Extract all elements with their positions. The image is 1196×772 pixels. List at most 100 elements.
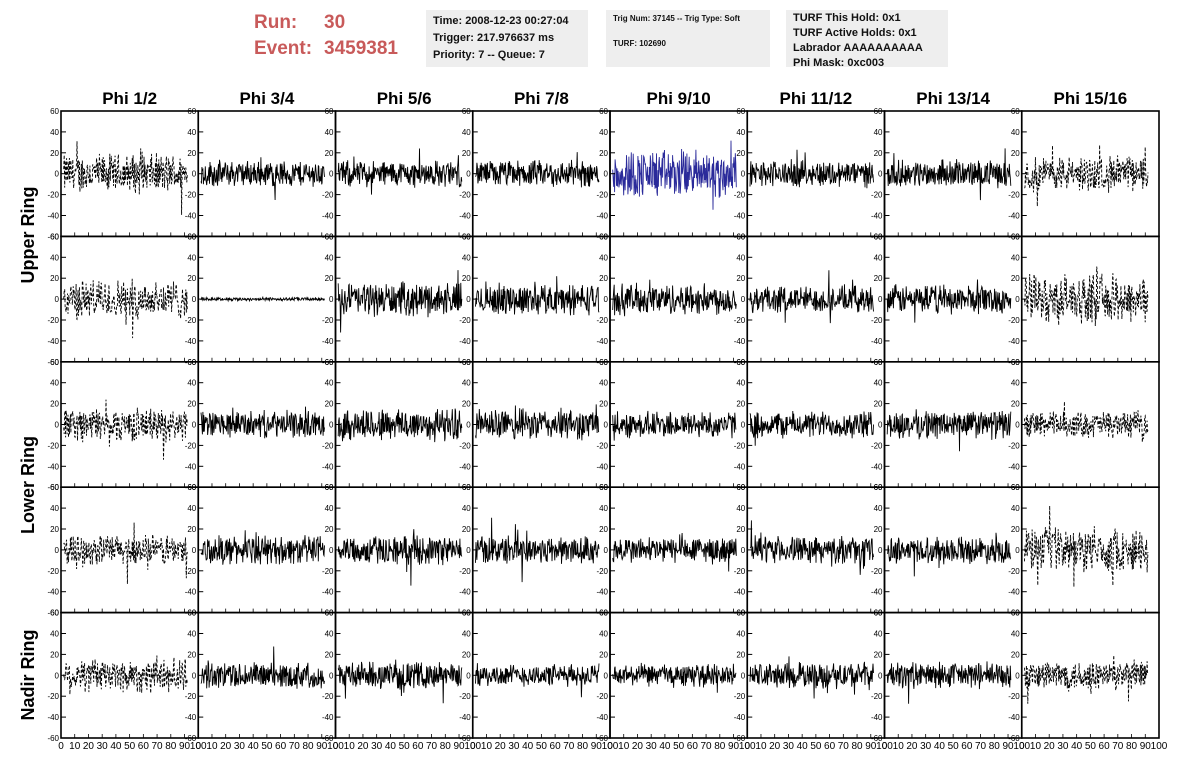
y-tick-label: 0 — [878, 671, 883, 680]
waveform-trace — [1024, 655, 1149, 704]
y-tick-label: 20 — [325, 525, 334, 534]
x-tick-label: 0 — [195, 741, 201, 752]
run-event-box: Run: 30 Event: 3459381 — [254, 10, 419, 66]
x-tick-label: 70 — [975, 741, 987, 752]
y-tick-label: -20 — [871, 191, 883, 200]
x-tick-label: 70 — [289, 741, 301, 752]
y-tick-label: -40 — [596, 337, 608, 346]
x-tick-label: 100 — [876, 741, 893, 752]
y-tick-label: -20 — [459, 191, 471, 200]
y-tick-label: 0 — [55, 170, 60, 179]
x-tick-label: 100 — [464, 741, 481, 752]
y-tick-label: 0 — [466, 170, 471, 179]
waveform-trace — [337, 408, 463, 443]
y-tick-label: 20 — [325, 274, 334, 283]
y-tick-label: 40 — [736, 504, 745, 513]
y-tick-label: -40 — [459, 713, 471, 722]
x-tick-label: 0 — [470, 741, 476, 752]
event-value: 3459381 — [324, 38, 398, 59]
y-tick-label: -40 — [871, 337, 883, 346]
y-tick-label: 20 — [1011, 400, 1020, 409]
y-tick-label: 0 — [741, 295, 746, 304]
x-tick-label: 30 — [234, 741, 246, 752]
y-tick-label: -20 — [322, 692, 334, 701]
y-tick-label: -20 — [459, 567, 471, 576]
x-tick-label: 40 — [110, 741, 122, 752]
y-tick-label: 20 — [187, 525, 196, 534]
y-tick-label: -40 — [47, 337, 59, 346]
y-tick-label: 20 — [325, 149, 334, 158]
y-tick-label: -40 — [322, 713, 334, 722]
y-tick-label: -60 — [459, 734, 471, 743]
y-tick-label: -40 — [734, 337, 746, 346]
y-tick-label: 0 — [604, 170, 609, 179]
y-tick-label: 0 — [466, 546, 471, 555]
y-tick-label: 0 — [55, 295, 60, 304]
y-tick-label: -20 — [185, 316, 197, 325]
priority-text: Priority: 7 -- Queue: 7 — [433, 49, 545, 61]
y-tick-label: -60 — [1008, 734, 1020, 743]
run-label: Run: — [254, 12, 298, 33]
x-tick-label: 80 — [577, 741, 589, 752]
waveform-trace — [612, 279, 737, 317]
x-tick-label: 60 — [275, 741, 287, 752]
y-tick-label: 60 — [50, 483, 59, 492]
y-tick-label: 40 — [1011, 253, 1020, 262]
y-tick-label: 20 — [462, 274, 471, 283]
x-tick-label: 40 — [659, 741, 671, 752]
y-tick-label: 60 — [187, 609, 196, 618]
y-tick-label: 60 — [599, 483, 608, 492]
x-tick-label: 80 — [851, 741, 863, 752]
y-tick-label: -40 — [322, 588, 334, 597]
y-tick-label: -40 — [1008, 462, 1020, 471]
y-tick-label: 20 — [736, 650, 745, 659]
x-tick-label: 50 — [948, 741, 960, 752]
y-tick-label: -40 — [871, 713, 883, 722]
y-tick-label: 20 — [874, 650, 883, 659]
waveform-trace — [475, 152, 600, 188]
turf-number-text: TURF: 102690 — [613, 39, 666, 48]
x-tick-label: 0 — [607, 741, 613, 752]
y-tick-label: 40 — [599, 128, 608, 137]
x-tick-label: 70 — [838, 741, 850, 752]
y-tick-label: 0 — [741, 671, 746, 680]
y-tick-label: 60 — [325, 609, 334, 618]
y-tick-label: -60 — [47, 232, 59, 241]
y-tick-label: 60 — [462, 232, 471, 241]
column-title: Phi 1/2 — [102, 89, 157, 108]
y-tick-label: 0 — [329, 295, 334, 304]
x-tick-label: 100 — [1151, 741, 1168, 752]
y-tick-label: 60 — [462, 483, 471, 492]
y-tick-label: 60 — [462, 358, 471, 367]
x-tick-label: 100 — [602, 741, 619, 752]
x-tick-label: 0 — [882, 741, 888, 752]
y-tick-label: 20 — [187, 149, 196, 158]
y-tick-label: 0 — [192, 421, 197, 430]
y-tick-label: 40 — [50, 253, 59, 262]
y-tick-label: 60 — [187, 483, 196, 492]
waveform-trace — [749, 149, 874, 189]
waveform-trace — [337, 148, 463, 195]
y-tick-label: -40 — [596, 713, 608, 722]
y-tick-label: 60 — [187, 358, 196, 367]
y-tick-label: -60 — [47, 609, 59, 618]
y-tick-label: -20 — [734, 191, 746, 200]
x-tick-label: 50 — [261, 741, 273, 752]
y-tick-label: 20 — [50, 525, 59, 534]
x-tick-label: 70 — [563, 741, 575, 752]
y-tick-label: 0 — [329, 170, 334, 179]
y-tick-label: 20 — [736, 149, 745, 158]
y-tick-label: -60 — [322, 734, 334, 743]
y-tick-label: -40 — [1008, 713, 1020, 722]
y-tick-label: 20 — [50, 149, 59, 158]
y-tick-label: 0 — [1015, 170, 1020, 179]
y-tick-label: -20 — [322, 441, 334, 450]
y-tick-label: 40 — [874, 504, 883, 513]
y-tick-label: 20 — [50, 400, 59, 409]
x-tick-label: 90 — [728, 741, 740, 752]
y-tick-label: -20 — [734, 692, 746, 701]
x-tick-label: 40 — [385, 741, 397, 752]
y-tick-label: 0 — [1015, 421, 1020, 430]
y-tick-label: 40 — [599, 504, 608, 513]
x-tick-label: 0 — [333, 741, 339, 752]
